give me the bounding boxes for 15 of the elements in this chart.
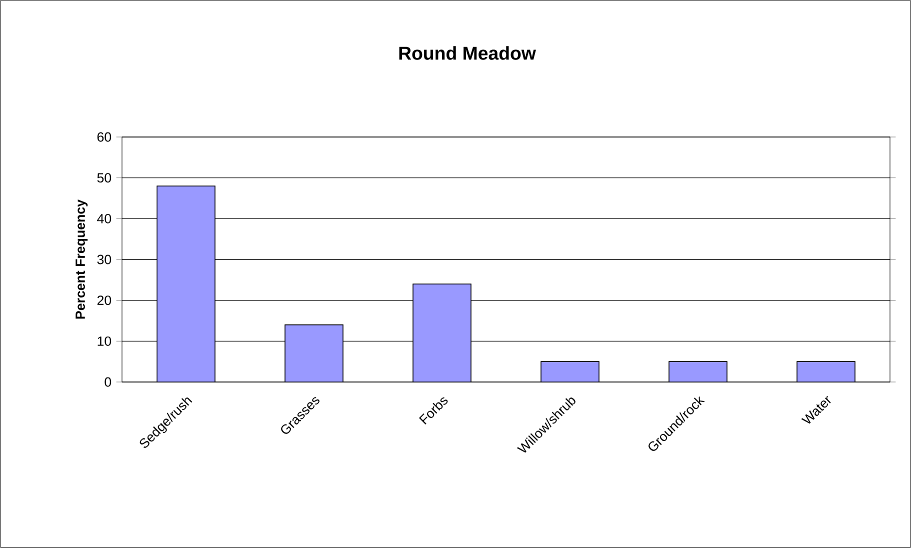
y-tick-label: 40 [97, 214, 112, 224]
bar [668, 361, 728, 382]
bar [540, 361, 600, 382]
y-axis-title: Percent Frequency [76, 200, 88, 319]
y-tick-label: 30 [97, 254, 112, 264]
y-tick-label: 0 [104, 377, 112, 387]
y-tick-label: 50 [97, 173, 112, 183]
y-tick-label: 20 [97, 296, 112, 306]
bar [412, 284, 472, 382]
bar [156, 186, 216, 382]
chart-title: Round Meadow [399, 46, 536, 60]
bar [796, 361, 856, 382]
bar [284, 324, 344, 382]
y-tick-label: 10 [98, 336, 112, 346]
y-tick-label: 60 [97, 132, 112, 142]
